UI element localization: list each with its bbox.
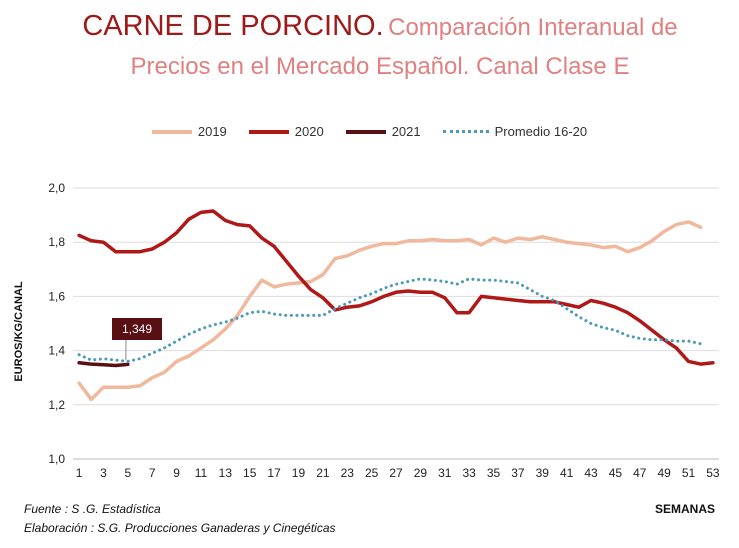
series-line-2019 <box>77 220 703 402</box>
x-tick-label: 49 <box>657 466 671 480</box>
x-tick-label: 13 <box>219 466 233 480</box>
legend-label-2021: 2021 <box>391 124 421 139</box>
y-tick-label: 1,2 <box>48 398 65 412</box>
x-tick-label: 7 <box>149 466 156 480</box>
x-tick-label: 5 <box>125 466 132 480</box>
x-axis-label: SEMANAS <box>654 502 715 516</box>
y-axis-label: EUROS/KG/CANAL <box>13 281 25 382</box>
x-tick-label: 11 <box>195 466 208 480</box>
x-tick-label: 29 <box>414 466 428 480</box>
chart-title: CARNE DE PORCINO. Comparación Interanual… <box>40 8 720 88</box>
x-tick-label: 35 <box>487 466 501 480</box>
legend-item-2020: 2020 <box>248 124 324 139</box>
x-tick-label: 41 <box>560 466 574 480</box>
y-tick-label: 1,8 <box>48 235 65 249</box>
y-tick-label: 1,6 <box>48 289 65 303</box>
x-tick-label: 23 <box>341 466 355 480</box>
legend-item-2021: 2021 <box>345 124 421 139</box>
legend-label-2020: 2020 <box>294 124 324 139</box>
x-tick-label: 25 <box>365 466 379 480</box>
legend-swatch-2020 <box>248 129 289 134</box>
x-tick-label: 27 <box>389 466 403 480</box>
y-tick-label: 1,0 <box>48 452 65 466</box>
x-tick-label: 51 <box>682 466 696 480</box>
x-tick-label: 33 <box>462 466 476 480</box>
legend-item-2019: 2019 <box>151 124 227 139</box>
legend-label-2019: 2019 <box>197 124 227 139</box>
series-line-2021 <box>77 361 130 368</box>
x-tick-label: 31 <box>438 466 452 480</box>
source-note: Fuente : S .G. Estadística <box>24 502 161 516</box>
x-tick-label: 45 <box>609 466 623 480</box>
annotation-label: 1,349 <box>122 322 152 336</box>
x-tick-label: 3 <box>100 466 107 480</box>
y-tick-label: 1,4 <box>48 344 65 358</box>
x-tick-label: 21 <box>316 466 330 480</box>
legend: 2019 2020 2021 Promedio 16-20 <box>0 124 739 139</box>
x-tick-label: 37 <box>511 466 525 480</box>
x-tick-label: 19 <box>292 466 306 480</box>
legend-swatch-2021 <box>345 129 386 134</box>
annotation-box <box>112 318 162 340</box>
x-tick-label: 39 <box>536 466 550 480</box>
legend-item-average: Promedio 16-20 <box>442 124 588 139</box>
legend-label-average: Promedio 16-20 <box>494 124 588 139</box>
title-main: CARNE DE PORCINO. <box>82 10 384 42</box>
elaboration-note: Elaboración : S.G. Producciones Ganadera… <box>24 521 336 535</box>
legend-swatch-2019 <box>151 129 192 134</box>
series-line-promedio-16-20 <box>77 277 703 363</box>
x-tick-label: 47 <box>633 466 647 480</box>
series-line-2020 <box>77 209 715 366</box>
x-tick-label: 53 <box>706 466 720 480</box>
x-tick-label: 17 <box>267 466 281 480</box>
x-tick-label: 15 <box>243 466 257 480</box>
x-tick-label: 9 <box>173 466 180 480</box>
y-tick-label: 2,0 <box>48 181 65 195</box>
x-tick-label: 43 <box>584 466 598 480</box>
title-sub: Comparación Interanual de Precios en el … <box>130 14 678 80</box>
x-tick-label: 1 <box>76 466 83 480</box>
legend-swatch-average <box>442 130 489 133</box>
